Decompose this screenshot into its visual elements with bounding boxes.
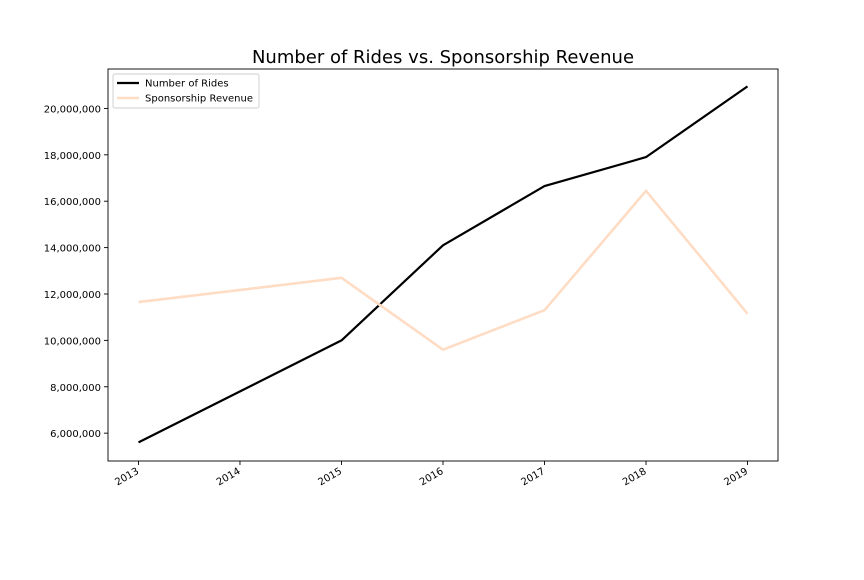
y-tick-label: 20,000,000 — [44, 104, 101, 115]
y-tick-label: 6,000,000 — [50, 429, 101, 440]
legend-label: Sponsorship Revenue — [145, 94, 253, 105]
series-line-number-of-rides — [138, 85, 749, 444]
x-tick-label: 2013 — [113, 466, 141, 488]
y-tick-label: 10,000,000 — [44, 336, 101, 347]
chart-title: Number of Rides vs. Sponsorship Revenue — [252, 47, 634, 68]
y-tick-label: 18,000,000 — [44, 151, 101, 162]
x-tick-label: 2019 — [723, 466, 751, 488]
y-tick-label: 16,000,000 — [44, 197, 101, 208]
y-tick-label: 12,000,000 — [44, 290, 101, 301]
legend-box — [112, 73, 260, 109]
y-tick-label: 14,000,000 — [44, 244, 101, 255]
plot-frame — [107, 68, 779, 462]
legend-label: Number of Rides — [145, 79, 229, 90]
x-tick-label: 2018 — [621, 466, 649, 488]
x-tick-label: 2016 — [418, 466, 446, 488]
x-tick-label: 2015 — [316, 466, 344, 488]
y-tick-label: 8,000,000 — [50, 383, 101, 394]
series-line-sponsorship-revenue — [138, 189, 749, 352]
x-tick-label: 2017 — [519, 466, 547, 488]
x-tick-label: 2014 — [215, 466, 243, 488]
